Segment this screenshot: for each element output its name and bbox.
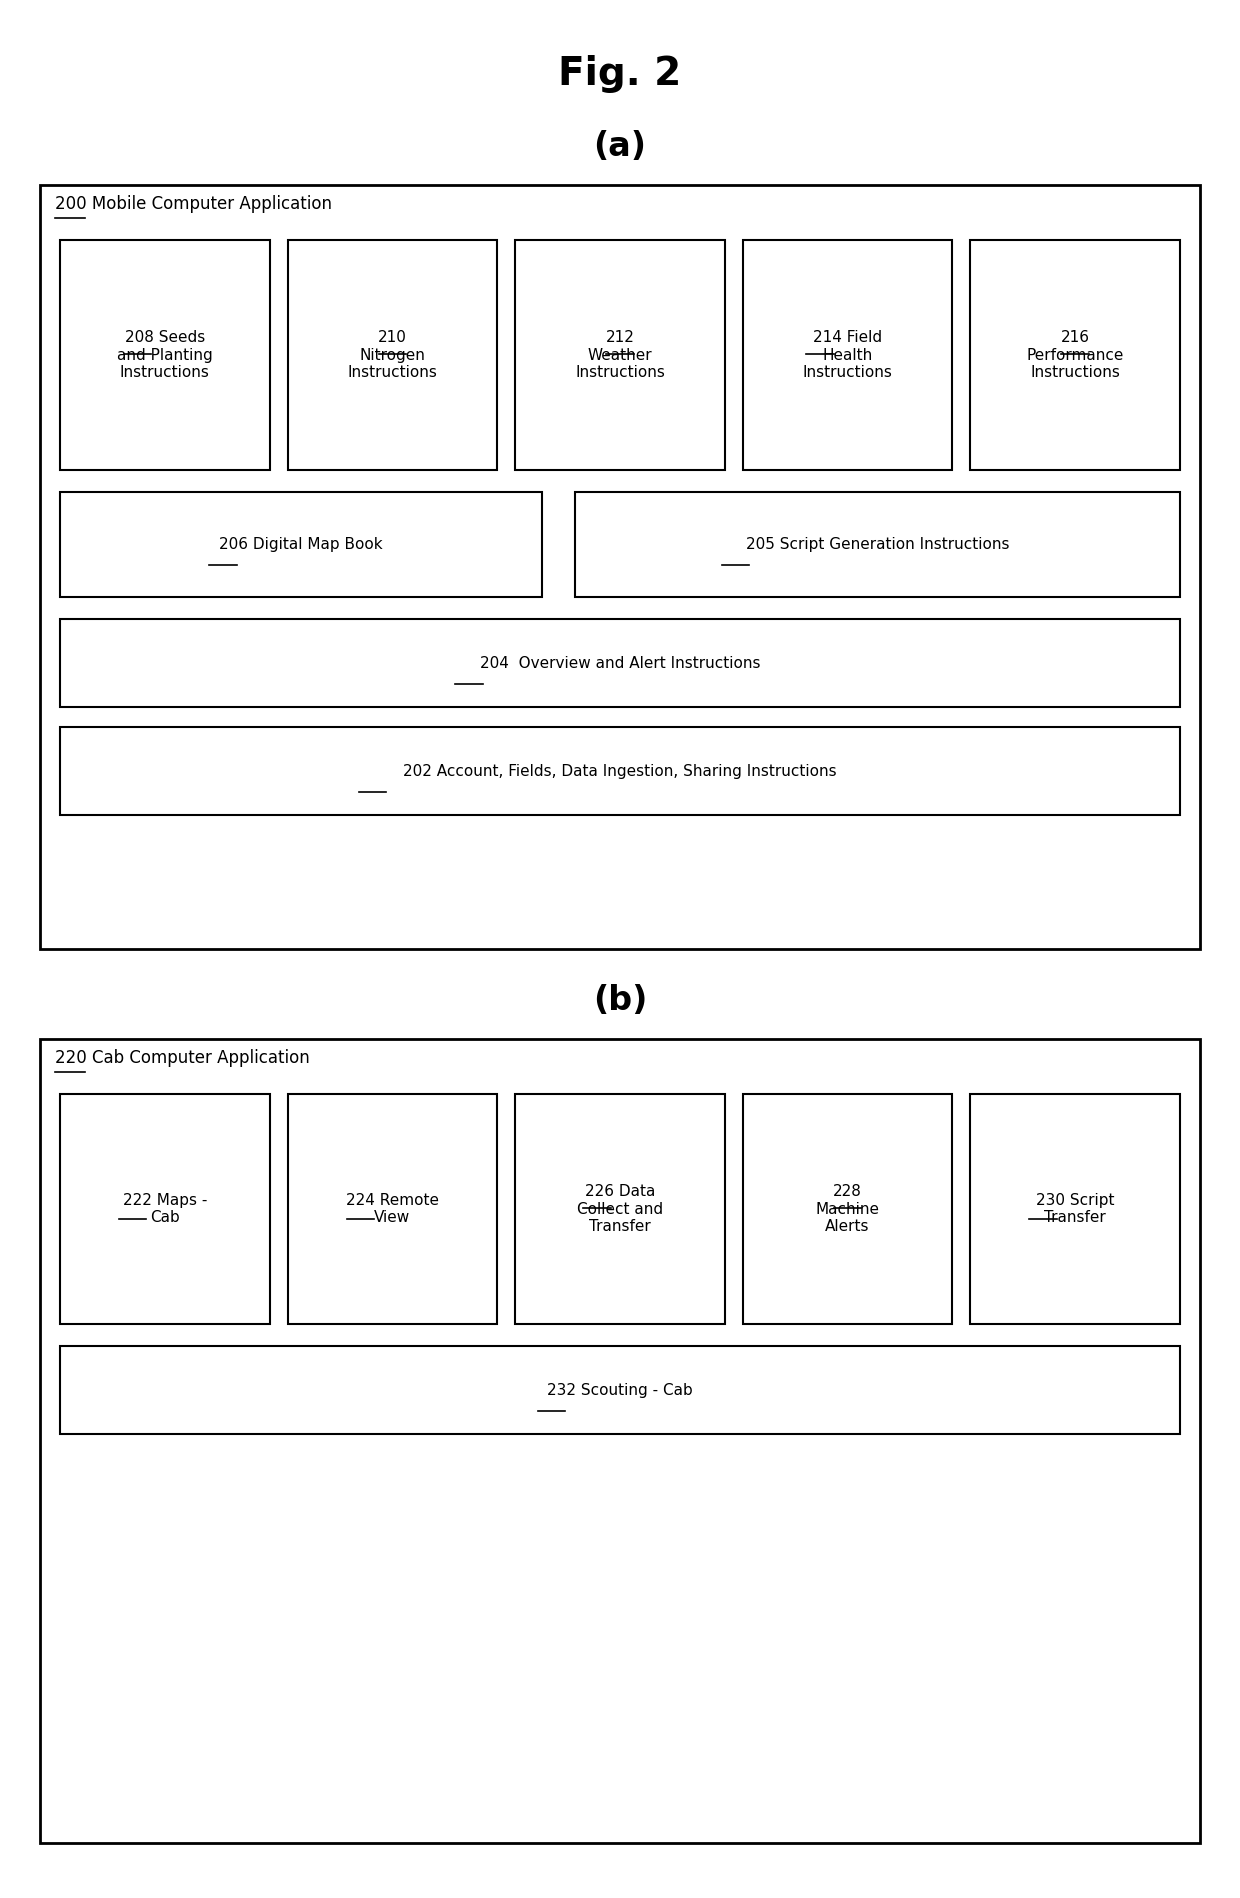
Bar <box>515 239 725 471</box>
Text: (a): (a) <box>594 129 646 163</box>
Bar <box>60 727 1180 814</box>
Bar <box>40 184 1200 949</box>
Text: 228
Machine
Alerts: 228 Machine Alerts <box>816 1184 879 1234</box>
Bar <box>743 239 952 471</box>
Text: 205 Script Generation Instructions: 205 Script Generation Instructions <box>745 537 1009 552</box>
Bar <box>60 1093 269 1325</box>
Bar <box>971 239 1180 471</box>
Text: 220 Cab Computer Application: 220 Cab Computer Application <box>55 1050 310 1067</box>
Bar <box>40 1038 1200 1843</box>
Bar <box>575 492 1180 598</box>
Bar <box>60 239 269 471</box>
Text: 226 Data
Collect and
Transfer: 226 Data Collect and Transfer <box>577 1184 663 1234</box>
Bar <box>60 492 542 598</box>
Bar <box>743 1093 952 1325</box>
Text: 212
Weather
Instructions: 212 Weather Instructions <box>575 330 665 380</box>
Text: 206 Digital Map Book: 206 Digital Map Book <box>219 537 383 552</box>
Text: 208 Seeds
and Planting
Instructions: 208 Seeds and Planting Instructions <box>117 330 213 380</box>
Text: 204  Overview and Alert Instructions: 204 Overview and Alert Instructions <box>480 655 760 670</box>
Text: 214 Field
Health
Instructions: 214 Field Health Instructions <box>802 330 893 380</box>
Text: 216
Performance
Instructions: 216 Performance Instructions <box>1027 330 1123 380</box>
Text: (b): (b) <box>593 983 647 1017</box>
Text: 230 Script
Transfer: 230 Script Transfer <box>1035 1192 1115 1226</box>
Bar <box>60 1346 1180 1435</box>
Text: 200 Mobile Computer Application: 200 Mobile Computer Application <box>55 195 332 213</box>
Text: 210
Nitrogen
Instructions: 210 Nitrogen Instructions <box>347 330 438 380</box>
Text: 232 Scouting - Cab: 232 Scouting - Cab <box>547 1382 693 1397</box>
Text: 224 Remote
View: 224 Remote View <box>346 1192 439 1226</box>
Bar <box>60 619 1180 706</box>
Text: Fig. 2: Fig. 2 <box>558 55 682 93</box>
Bar <box>515 1093 725 1325</box>
Text: 202 Account, Fields, Data Ingestion, Sharing Instructions: 202 Account, Fields, Data Ingestion, Sha… <box>403 763 837 778</box>
Bar <box>971 1093 1180 1325</box>
Text: 222 Maps -
Cab: 222 Maps - Cab <box>123 1192 207 1226</box>
Bar <box>288 239 497 471</box>
Bar <box>288 1093 497 1325</box>
